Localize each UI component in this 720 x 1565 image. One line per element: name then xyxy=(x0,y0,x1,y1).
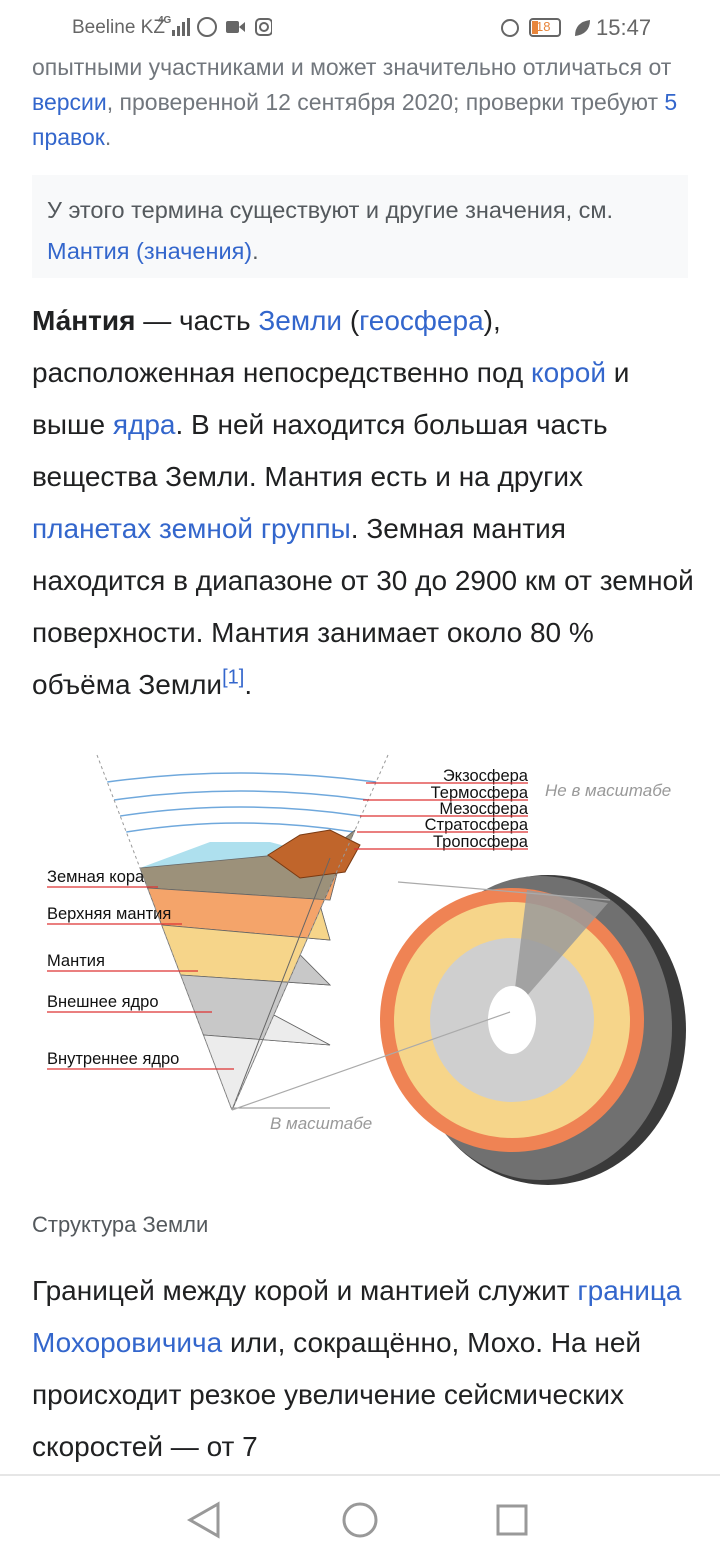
scale-note: Не в масштабе xyxy=(545,781,671,800)
text: ( xyxy=(342,305,360,336)
text: ), расположенная непосредственно под xyxy=(32,305,532,388)
link[interactable]: корой xyxy=(531,357,606,388)
layer-label: Внутреннее ядро xyxy=(47,1050,179,1068)
scale-note: В масштабе xyxy=(270,1114,372,1133)
atmosphere-arc xyxy=(120,806,362,817)
text: . xyxy=(244,669,253,700)
revision-notice: опытными участниками и может значительно… xyxy=(32,50,692,155)
status-icons xyxy=(172,17,272,37)
text: и выше xyxy=(32,357,630,440)
text: . Земная мантия находится в диапазоне от… xyxy=(32,513,694,700)
carrier: Beeline KZ xyxy=(72,17,165,38)
link[interactable]: Земли xyxy=(258,305,343,336)
status-icons-right xyxy=(501,18,590,37)
text: или, сокращённо, Мохо. На ней происходит… xyxy=(32,1327,642,1462)
home-button[interactable] xyxy=(342,1502,378,1538)
bold-text: Ма́нтия xyxy=(32,305,136,336)
network: 4G xyxy=(158,15,172,26)
text: Границей между корой и мантией служит xyxy=(32,1275,578,1306)
paragraph: Ма́нтия — часть Земли (геосфера), распол… xyxy=(32,295,696,711)
layer-label: Земная кора xyxy=(47,868,145,886)
atmosphere-arc xyxy=(107,772,377,783)
text: . xyxy=(104,124,112,150)
link[interactable]: граница Мохоровичича xyxy=(32,1275,682,1358)
wedge xyxy=(96,754,389,1111)
link[interactable]: 5 правок xyxy=(32,89,678,150)
edge xyxy=(231,754,389,1111)
link[interactable]: Мантия (значения) xyxy=(47,238,253,264)
text: . xyxy=(252,238,259,264)
atmosphere-label: Экзосфера xyxy=(443,767,529,785)
atmosphere-label: Мезосфера xyxy=(439,800,528,818)
layer-label: Внешнее ядро xyxy=(47,993,159,1011)
atmosphere-label: Стратосфера xyxy=(425,816,529,834)
earth-diagram: Земная кора Верхняя мантия Мантия Внешнее я… xyxy=(47,754,686,1185)
hatnote: У этого термина существуют и другие знач… xyxy=(32,175,688,278)
globe xyxy=(231,875,686,1185)
text: опытными участниками и может значительно… xyxy=(32,54,672,80)
ridge xyxy=(231,857,331,1111)
navigation-bar xyxy=(0,1474,720,1560)
link[interactable]: планетах земной группы xyxy=(32,513,351,544)
battery-level: 18 xyxy=(536,19,551,34)
atmosphere-label: Термосфера xyxy=(431,784,529,802)
recents-button[interactable] xyxy=(496,1504,528,1536)
link[interactable]: [1] xyxy=(222,666,245,689)
text: — часть xyxy=(135,305,259,336)
layer-label: Верхняя мантия xyxy=(47,905,171,923)
text: . В ней находится большая часть вещества… xyxy=(32,409,608,492)
nav-buttons xyxy=(186,1501,528,1539)
figure-caption: Структура Земли xyxy=(32,1212,209,1237)
text: У этого термина существуют и другие знач… xyxy=(47,197,614,223)
link[interactable]: ядра xyxy=(112,409,176,440)
back-button[interactable] xyxy=(186,1501,220,1539)
link[interactable]: геосфера xyxy=(359,305,484,336)
atmosphere-label: Тропосфера xyxy=(433,833,529,851)
paragraph: Границей между корой и мантией служит гр… xyxy=(32,1265,696,1473)
text: , проверенной 12 сентября 2020; проверки… xyxy=(106,89,665,115)
mountains xyxy=(267,829,361,879)
clock: 15:47 xyxy=(596,15,652,40)
atmosphere-arc xyxy=(126,822,355,833)
atmosphere-arc xyxy=(113,790,369,801)
layer-label: Мантия xyxy=(47,952,105,970)
status-bar: Beeline KZ 4G 18 15:47 xyxy=(0,0,720,55)
link[interactable]: версии xyxy=(32,89,107,115)
